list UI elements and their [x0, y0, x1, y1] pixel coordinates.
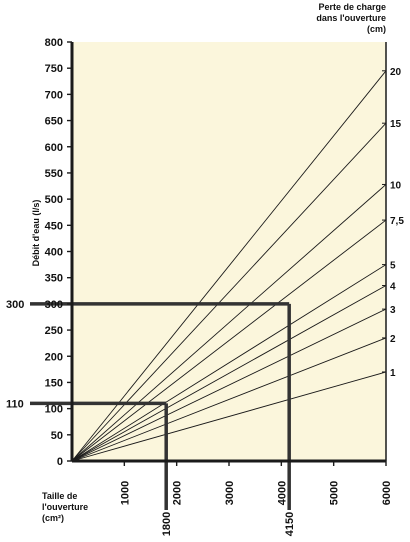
y-tick-label: 50 — [51, 430, 63, 442]
y-tick-label: 550 — [45, 168, 63, 180]
x-tick-label: 1000 — [119, 481, 131, 505]
x-tick-label: 3000 — [224, 481, 236, 505]
series-label: 4 — [390, 282, 396, 293]
series-label: 3 — [390, 305, 396, 316]
series-label: 10 — [390, 180, 402, 191]
x-tick-label: 6000 — [381, 481, 393, 505]
series-line — [71, 184, 387, 462]
series-label: 5 — [390, 261, 396, 272]
y-tick-label: 600 — [45, 142, 63, 154]
right-axis-title-line: (cm) — [367, 24, 386, 34]
flow-value-label: 110 — [6, 398, 24, 410]
series-line — [71, 371, 387, 462]
series-label: 15 — [390, 119, 402, 130]
series-line — [71, 70, 387, 462]
y-tick-label: 450 — [45, 220, 63, 232]
y-tick-label: 0 — [57, 456, 63, 468]
label-layer: 2015107,55432105010015020025030035040045… — [6, 2, 404, 536]
x-tick-label: 2000 — [172, 481, 184, 505]
flow-value-label: 300 — [6, 299, 24, 311]
size-value-label: 1800 — [161, 512, 173, 536]
y-tick-label: 750 — [45, 63, 63, 75]
series-label: 1 — [390, 368, 396, 379]
y-tick-label: 100 — [45, 404, 63, 416]
x-axis-title-line: (cm²) — [42, 513, 64, 523]
x-tick-label: 4000 — [276, 481, 288, 505]
right-axis-title-line: dans l'ouverture — [316, 13, 386, 23]
x-axis-title-line: Taille de — [42, 491, 77, 501]
y-tick-label: 200 — [45, 351, 63, 363]
y-tick-label: 700 — [45, 89, 63, 101]
x-tick-label: 5000 — [329, 481, 341, 505]
size-value-label: 4150 — [284, 512, 296, 536]
y-tick-label: 400 — [45, 247, 63, 259]
series-label: 2 — [390, 334, 396, 345]
y-tick-label: 350 — [45, 273, 63, 285]
y-tick-label: 250 — [45, 325, 63, 337]
y-axis-title: Débit d'eau (l/s) — [31, 200, 41, 267]
y-tick-label: 650 — [45, 116, 63, 128]
series-line — [71, 308, 387, 462]
plot-area — [72, 42, 386, 461]
y-tick-label: 500 — [45, 194, 63, 206]
y-tick-label: 800 — [45, 37, 63, 49]
series-label: 20 — [390, 67, 402, 78]
series-label: 7,5 — [390, 216, 404, 227]
x-axis-title-line: l'ouverture — [42, 502, 88, 512]
series-line — [71, 264, 387, 462]
right-axis-title-line: Perte de charge — [318, 2, 386, 12]
series-line — [71, 219, 387, 462]
series-line — [71, 337, 387, 462]
y-tick-label: 300 — [45, 299, 63, 311]
axis-layer — [67, 41, 387, 466]
series-line — [71, 285, 387, 462]
y-tick-label: 150 — [45, 377, 63, 389]
